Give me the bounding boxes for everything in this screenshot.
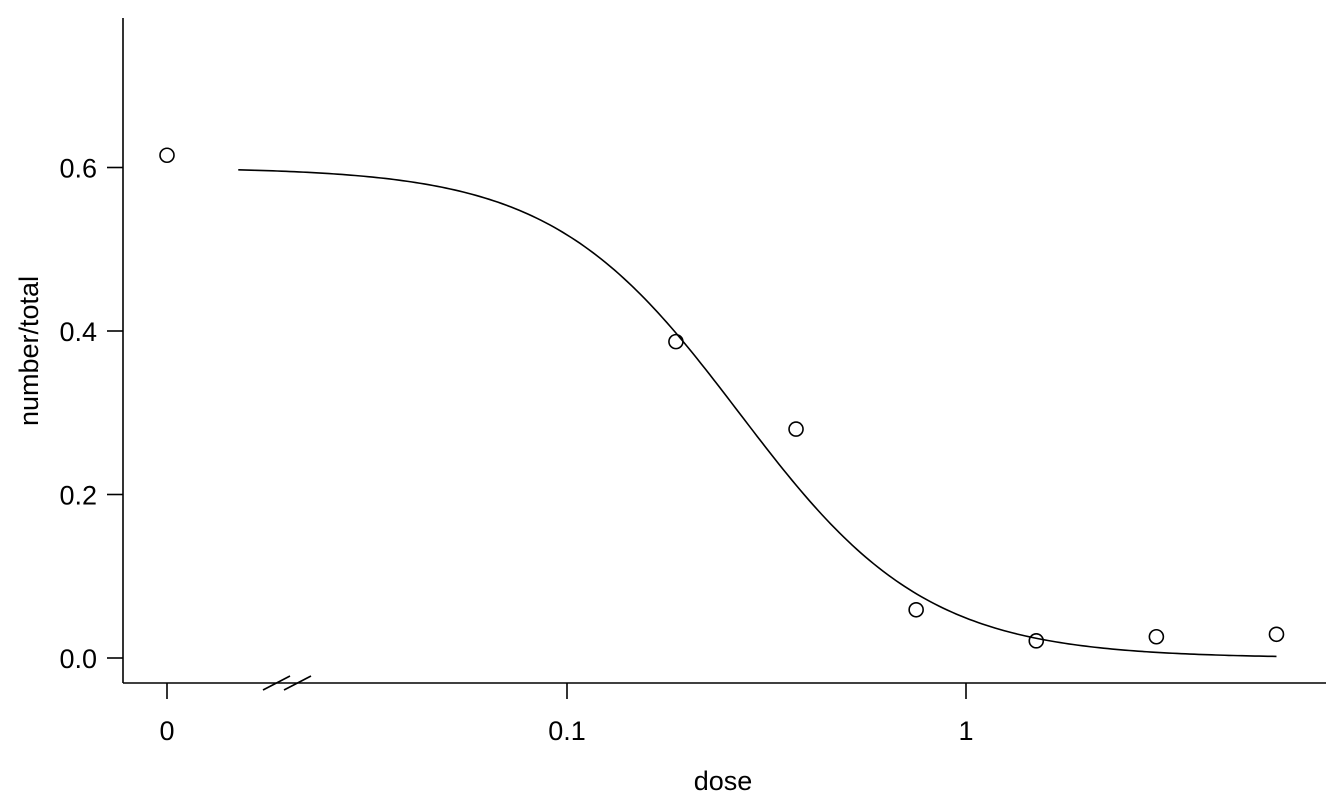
data-point — [908, 601, 924, 618]
data-point — [1148, 628, 1165, 645]
x-tick-label: 1 — [958, 716, 973, 746]
data-point — [788, 421, 804, 437]
x-tick-label: 0 — [159, 716, 174, 746]
data-point — [1268, 626, 1285, 643]
x-axis-break — [262, 675, 312, 691]
data-point — [159, 147, 175, 164]
x-axis-title: dose — [694, 766, 753, 796]
y-axis-ticks: 0.0 0.2 0.4 0.6 — [59, 154, 123, 674]
data-point — [668, 333, 684, 350]
x-axis-break-mark — [262, 675, 291, 691]
data-points — [159, 147, 1285, 649]
x-axis-ticks: 0 0.1 1 — [159, 683, 974, 746]
y-tick-label: 0.6 — [59, 154, 97, 184]
y-tick-label: 0.2 — [59, 481, 97, 511]
y-tick-label: 0.0 — [59, 644, 97, 674]
x-tick-label: 0.1 — [548, 716, 586, 746]
y-axis-title: number/total — [14, 276, 44, 426]
y-tick-label: 0.4 — [59, 317, 97, 347]
x-axis-break-mark — [283, 675, 312, 691]
fitted-curve — [238, 169, 1277, 658]
data-point — [1028, 633, 1045, 649]
